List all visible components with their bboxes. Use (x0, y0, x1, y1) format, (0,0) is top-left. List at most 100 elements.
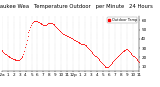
Point (96, 58, 99, 59)
Point (66, 35, 69, 37)
Point (86, 47, 88, 48)
Point (71, 38, 74, 40)
Point (114, 59, 116, 60)
Point (38, 21, 40, 23)
Point (122, 50, 125, 52)
Point (99, 60, 102, 62)
Point (49, 22, 51, 24)
Point (116, 56, 119, 57)
Point (23, 50, 25, 52)
Point (6, 55, 9, 56)
Point (17, 60, 19, 61)
Point (137, 60, 140, 62)
Point (109, 63, 112, 65)
Point (5, 53, 7, 54)
Point (36, 21, 38, 22)
Point (85, 46, 88, 47)
Point (61, 33, 64, 34)
Point (53, 24, 56, 26)
Point (4, 53, 6, 54)
Point (12, 59, 15, 60)
Point (119, 53, 121, 54)
Point (108, 65, 110, 66)
Point (107, 66, 109, 67)
Point (20, 57, 23, 58)
Point (138, 61, 140, 63)
Point (124, 49, 127, 51)
Point (78, 42, 81, 43)
Point (7, 56, 10, 57)
Point (34, 21, 37, 22)
Point (52, 23, 55, 25)
Point (69, 36, 71, 38)
Point (89, 49, 91, 51)
Point (87, 47, 89, 49)
Point (90, 51, 93, 53)
Point (29, 26, 31, 27)
Point (134, 57, 136, 58)
Point (103, 65, 106, 66)
Point (89, 50, 92, 52)
Point (65, 35, 68, 37)
Point (82, 44, 84, 45)
Point (57, 29, 60, 30)
Point (106, 66, 108, 67)
Legend: Outdoor Temp: Outdoor Temp (107, 17, 137, 23)
Point (41, 23, 44, 25)
Point (32, 21, 35, 22)
Point (40, 23, 43, 25)
Point (1, 50, 4, 52)
Point (9, 57, 12, 58)
Point (5, 54, 8, 55)
Point (32, 21, 34, 23)
Point (16, 60, 18, 61)
Point (51, 23, 54, 25)
Point (123, 49, 126, 51)
Point (115, 58, 117, 59)
Point (130, 53, 133, 54)
Point (79, 42, 82, 43)
Point (84, 45, 87, 46)
Point (44, 24, 47, 26)
Point (0, 49, 3, 51)
Point (93, 54, 96, 55)
Point (94, 55, 96, 56)
Point (37, 21, 39, 23)
Point (97, 59, 100, 60)
Point (73, 39, 76, 40)
Point (126, 48, 128, 50)
Point (113, 60, 115, 61)
Point (128, 51, 131, 53)
Point (121, 50, 124, 52)
Point (57, 28, 59, 29)
Point (55, 26, 57, 27)
Point (64, 34, 67, 36)
Point (15, 60, 18, 61)
Point (47, 22, 50, 24)
Point (132, 55, 134, 56)
Point (83, 45, 86, 46)
Point (21, 55, 24, 56)
Point (133, 56, 135, 57)
Point (117, 55, 120, 56)
Point (24, 47, 26, 48)
Point (30, 24, 32, 26)
Point (14, 60, 17, 61)
Point (11, 58, 13, 59)
Point (56, 27, 58, 28)
Point (118, 54, 121, 55)
Point (80, 43, 83, 44)
Point (50, 22, 52, 24)
Point (58, 30, 61, 31)
Point (24, 43, 27, 44)
Point (28, 29, 31, 30)
Point (67, 35, 69, 37)
Point (8, 57, 11, 58)
Point (22, 53, 24, 54)
Point (18, 60, 20, 61)
Point (102, 63, 104, 65)
Point (112, 60, 115, 62)
Point (101, 62, 103, 64)
Point (91, 52, 94, 54)
Point (64, 34, 66, 36)
